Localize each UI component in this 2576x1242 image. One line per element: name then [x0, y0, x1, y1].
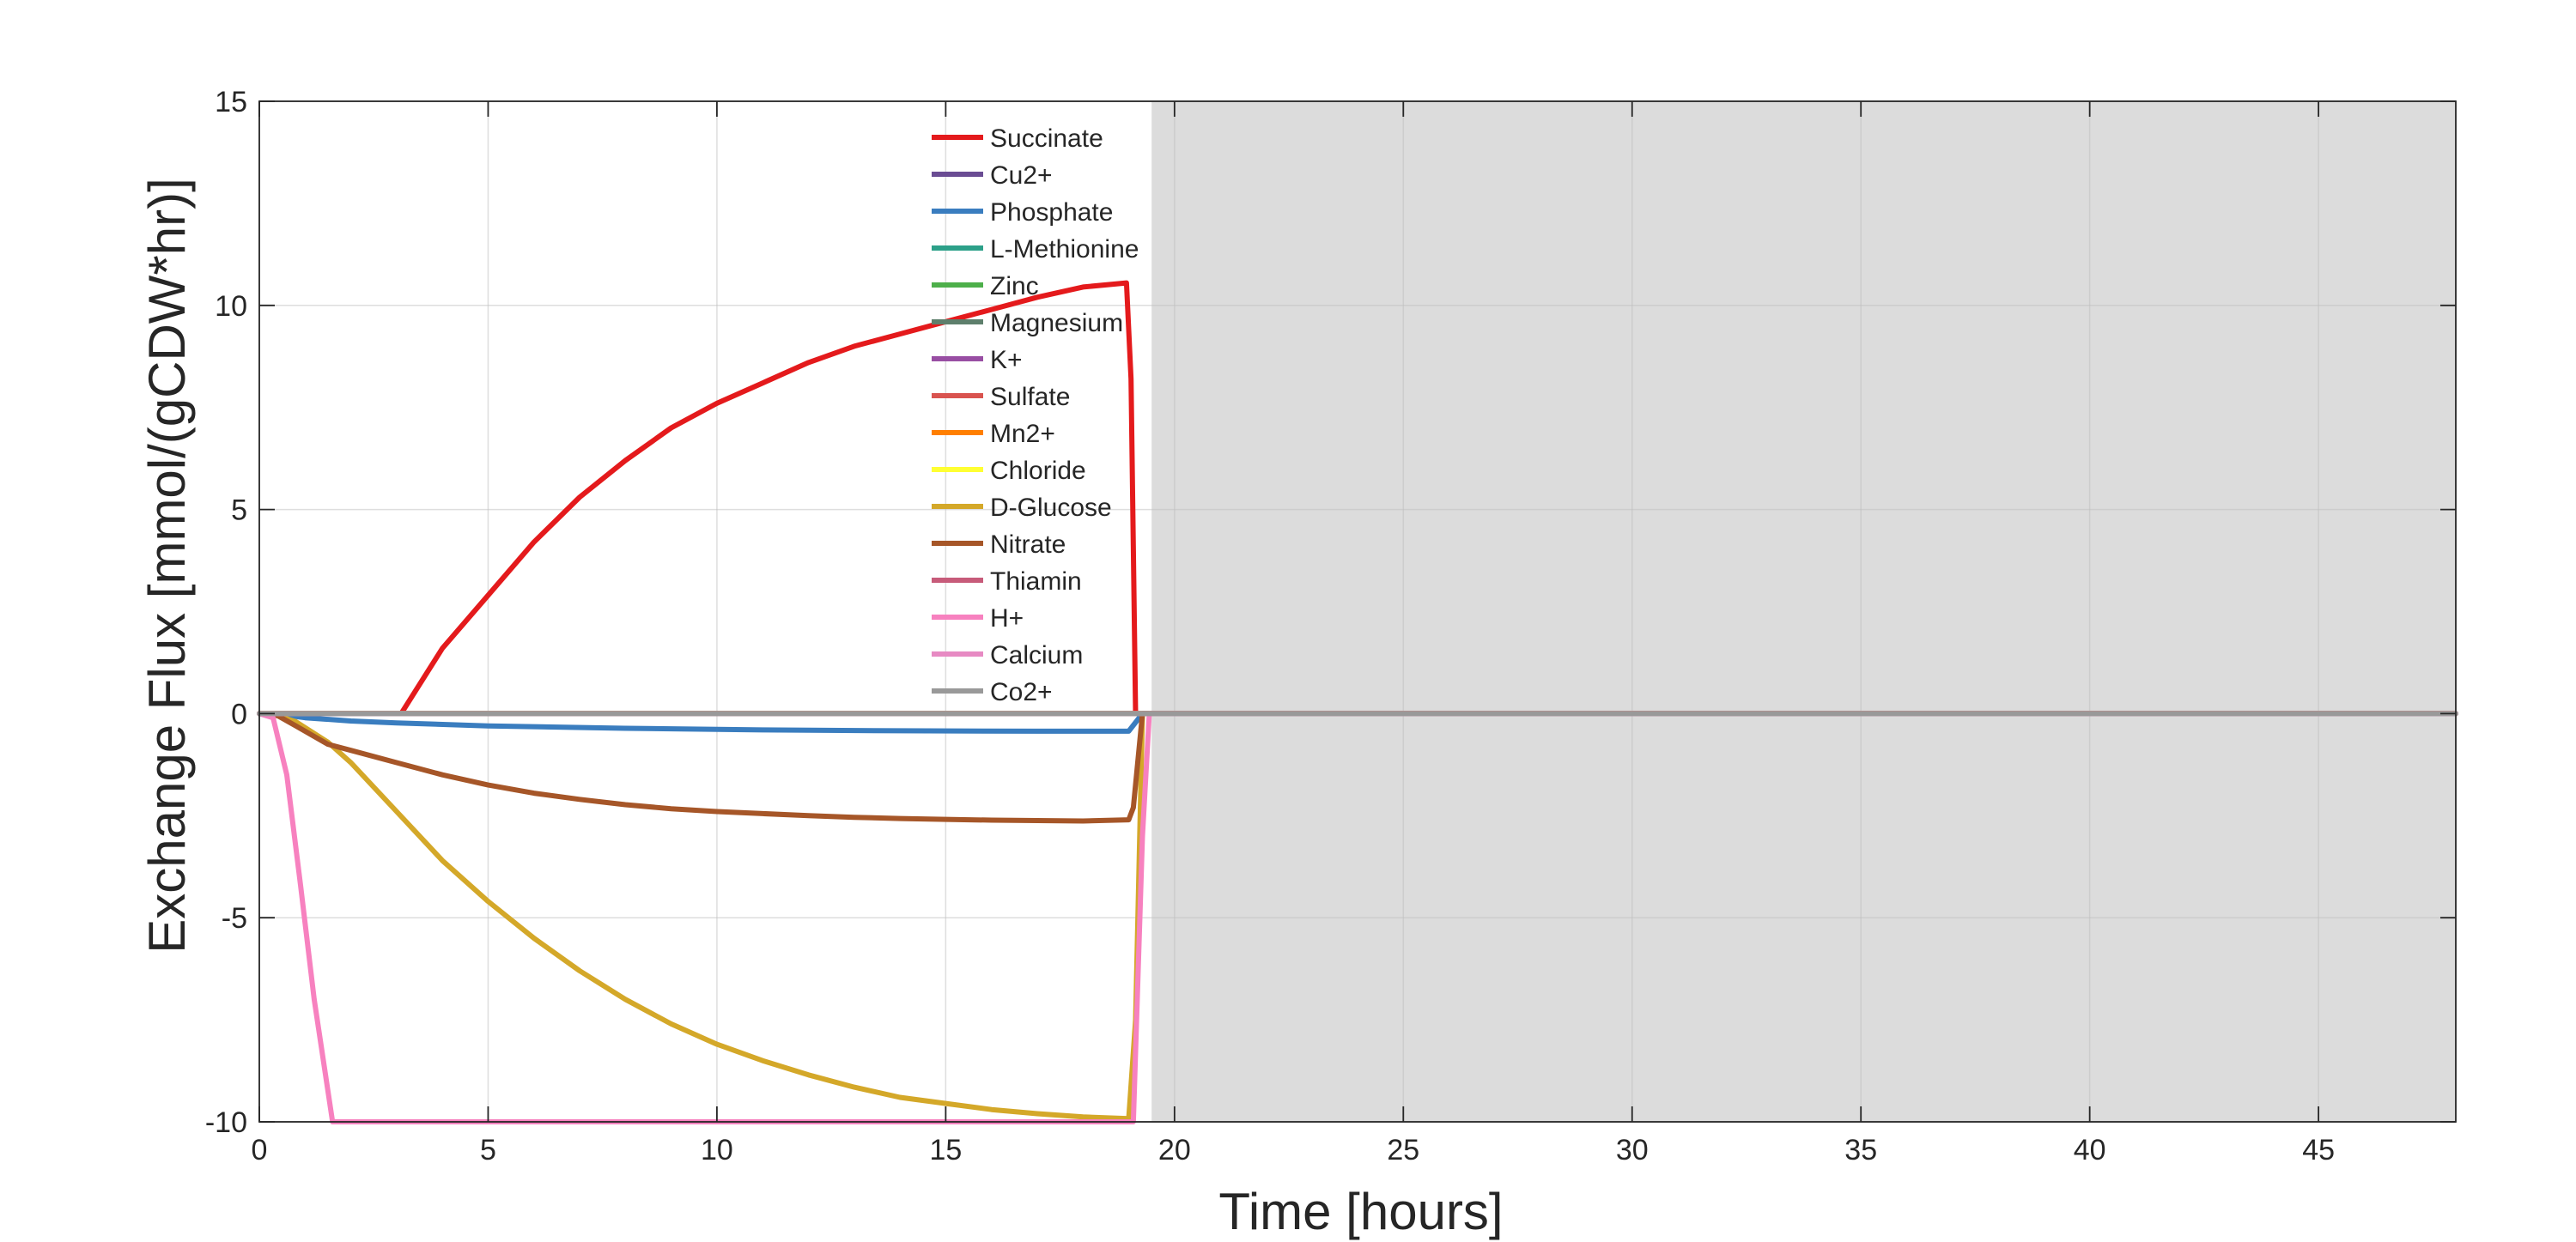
y-tick-label: 5 [231, 494, 247, 527]
y-tick-label: 15 [215, 86, 247, 118]
series-line-h- [257, 711, 2458, 1124]
x-tick-label: 5 [480, 1134, 496, 1166]
series-line-nitrate [257, 711, 2458, 824]
shaded-region [1151, 101, 2456, 1122]
x-tick-label: 35 [1844, 1134, 1877, 1166]
plot-area [257, 100, 2458, 1124]
axes-box [258, 100, 2457, 1123]
series-line-phosphate [257, 711, 2458, 734]
legend-label: Thiamin [990, 567, 1082, 596]
legend-label: Chloride [990, 457, 1086, 485]
legend-label: K+ [990, 346, 1023, 374]
series-line-d-glucose [257, 711, 2458, 1122]
y-axis: -10 -5 0 5 10 15 [205, 86, 2456, 1139]
series-line-succinate [257, 280, 2458, 717]
y-tick-label: 0 [231, 698, 247, 730]
y-axis-title: Exchange Flux [mmol/(gCDW*hr)] [138, 178, 196, 954]
legend-label: D-Glucose [990, 494, 1112, 522]
legend-label: Succinate [990, 124, 1103, 153]
x-tick-label: 20 [1158, 1134, 1191, 1166]
legend: Succinate Cu2+ Phosphate L-Methionine Zinc Ma… [932, 124, 1139, 706]
legend-label: H+ [990, 604, 1024, 633]
legend-label: Nitrate [990, 530, 1066, 559]
x-axis: 0 5 10 15 20 25 30 35 40 45 [252, 101, 2335, 1166]
x-axis-title: Time [hours] [1218, 1183, 1503, 1240]
y-tick-label: -10 [205, 1106, 247, 1139]
legend-label: Zinc [990, 272, 1039, 300]
x-tick-label: 15 [929, 1134, 962, 1166]
x-tick-label: 45 [2302, 1134, 2335, 1166]
legend-label: Magnesium [990, 309, 1123, 337]
x-tick-label: 0 [252, 1134, 268, 1166]
legend-label: Mn2+ [990, 420, 1055, 448]
x-tick-label: 25 [1387, 1134, 1419, 1166]
legend-label: Calcium [990, 641, 1083, 669]
x-tick-label: 40 [2074, 1134, 2106, 1166]
legend-label: Cu2+ [990, 161, 1053, 190]
series-group [257, 280, 2458, 1124]
legend-label: Phosphate [990, 198, 1113, 227]
x-tick-label: 30 [1616, 1134, 1649, 1166]
y-tick-label: 10 [215, 290, 247, 323]
legend-label: Sulfate [990, 383, 1070, 411]
x-tick-label: 10 [701, 1134, 733, 1166]
y-tick-label: -5 [222, 902, 247, 935]
legend-label: Co2+ [990, 678, 1053, 706]
legend-label: L-Methionine [990, 235, 1139, 264]
